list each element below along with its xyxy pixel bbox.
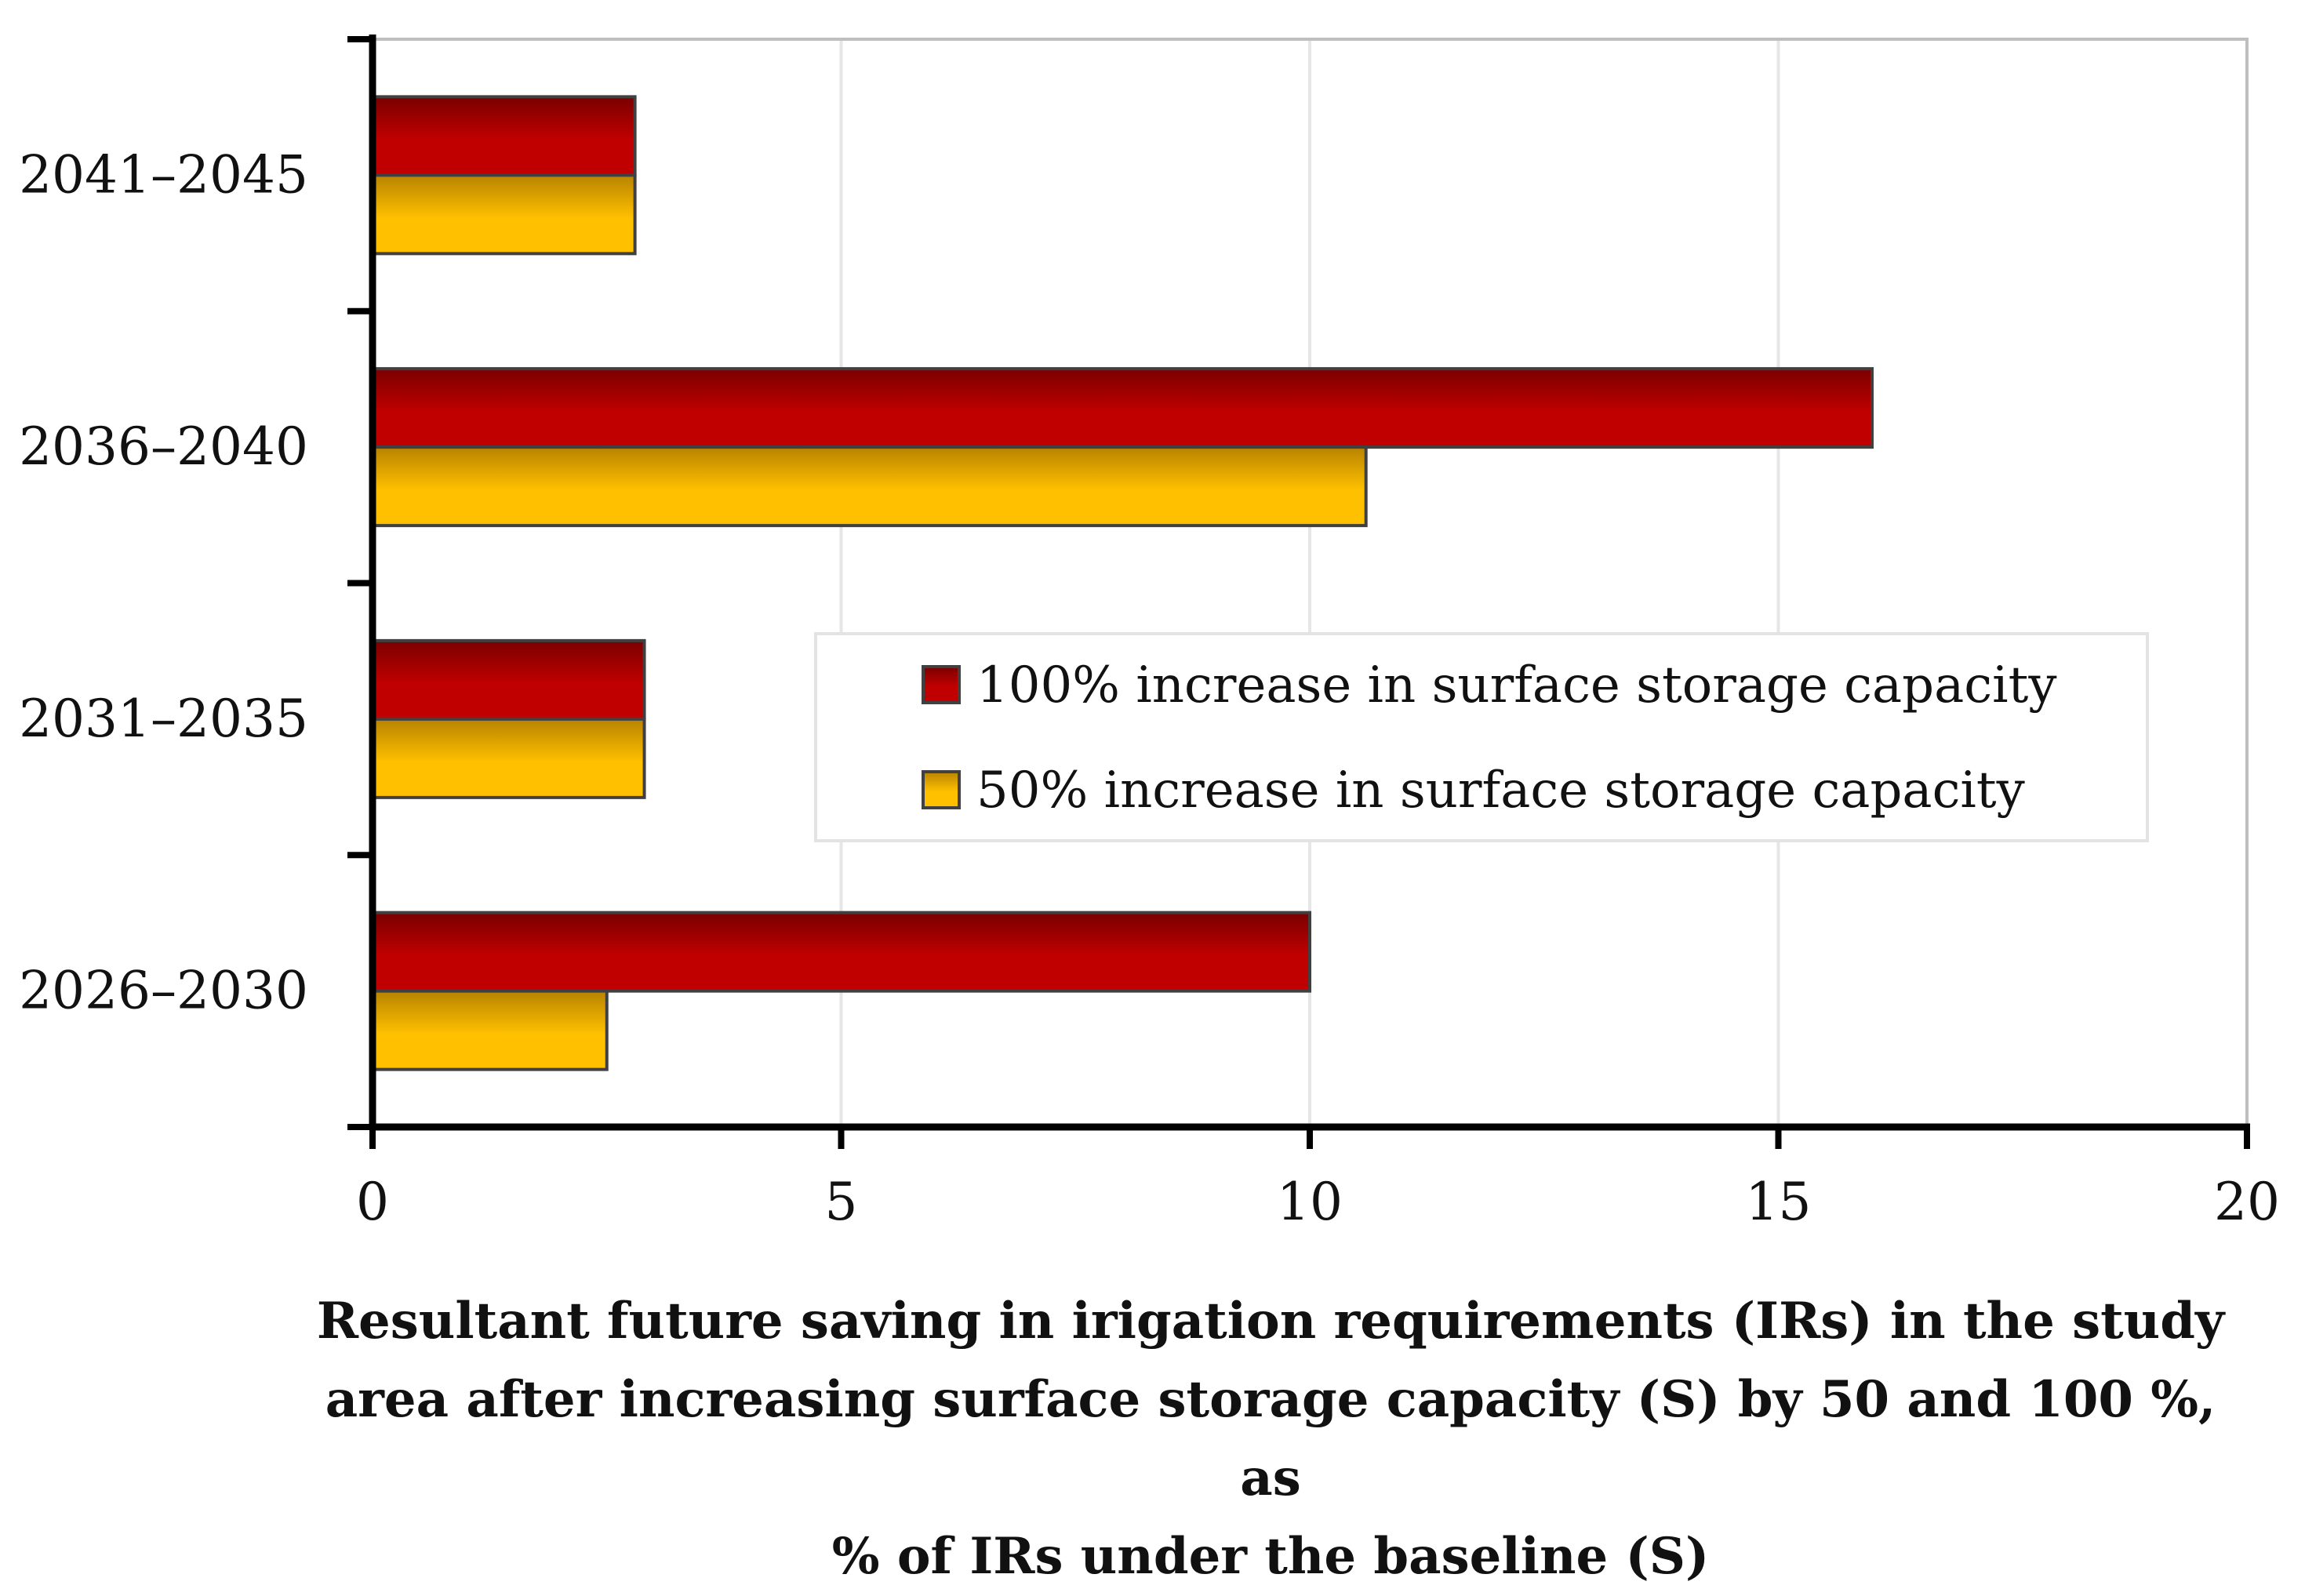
bar-100pct-2026–2030 [371, 911, 1311, 993]
bar-100pct-2041–2045 [371, 95, 637, 177]
legend-swatch-50pct [922, 770, 961, 809]
legend: 100% increase in surface storage capacit… [814, 632, 2149, 842]
y-tick-label: 2041–2045 [19, 144, 308, 205]
y-tick-label: 2026–2030 [19, 961, 308, 1021]
x-tick-label: 10 [1277, 1172, 1343, 1232]
x-axis-title: Resultant future saving in irigation req… [290, 1282, 2251, 1596]
y-tick-label: 2036–2040 [19, 416, 308, 477]
bar-100pct-2036–2040 [371, 367, 1874, 449]
bar-chart: 2026–2030 2031–2035 2036–2040 2041–2045 0 5 10… [19, 35, 2280, 1232]
legend-label-100pct: 100% increase in surface storage capacit… [976, 656, 2056, 714]
bars [371, 95, 1874, 1071]
bar-50pct-2026–2030 [371, 989, 609, 1071]
x-axis-title-line-1: Resultant future saving in irigation req… [316, 1292, 2225, 1351]
y-tick-label: 2031–2035 [19, 689, 308, 749]
x-tick-label: 0 [356, 1172, 389, 1232]
x-axis-title-line-3: % of IRs under the baseline (S) [831, 1527, 1710, 1586]
legend-label-50pct: 50% increase in surface storage capacity [976, 762, 2025, 820]
legend-swatch-100pct [922, 665, 961, 704]
x-tick-label: 20 [2214, 1172, 2280, 1232]
x-tick-label: 5 [825, 1172, 858, 1232]
bar-50pct-2031–2035 [371, 717, 646, 799]
legend-box [814, 632, 2149, 842]
bar-50pct-2036–2040 [371, 445, 1368, 528]
x-axis-title-line-2: area after increasing surface storage ca… [325, 1370, 2216, 1507]
axes: 2026–2030 2031–2035 2036–2040 2041–2045 0 5 10… [19, 35, 2280, 1232]
bar-100pct-2031–2035 [371, 638, 646, 721]
bar-50pct-2041–2045 [371, 173, 637, 256]
x-tick-label: 15 [1746, 1172, 1812, 1232]
